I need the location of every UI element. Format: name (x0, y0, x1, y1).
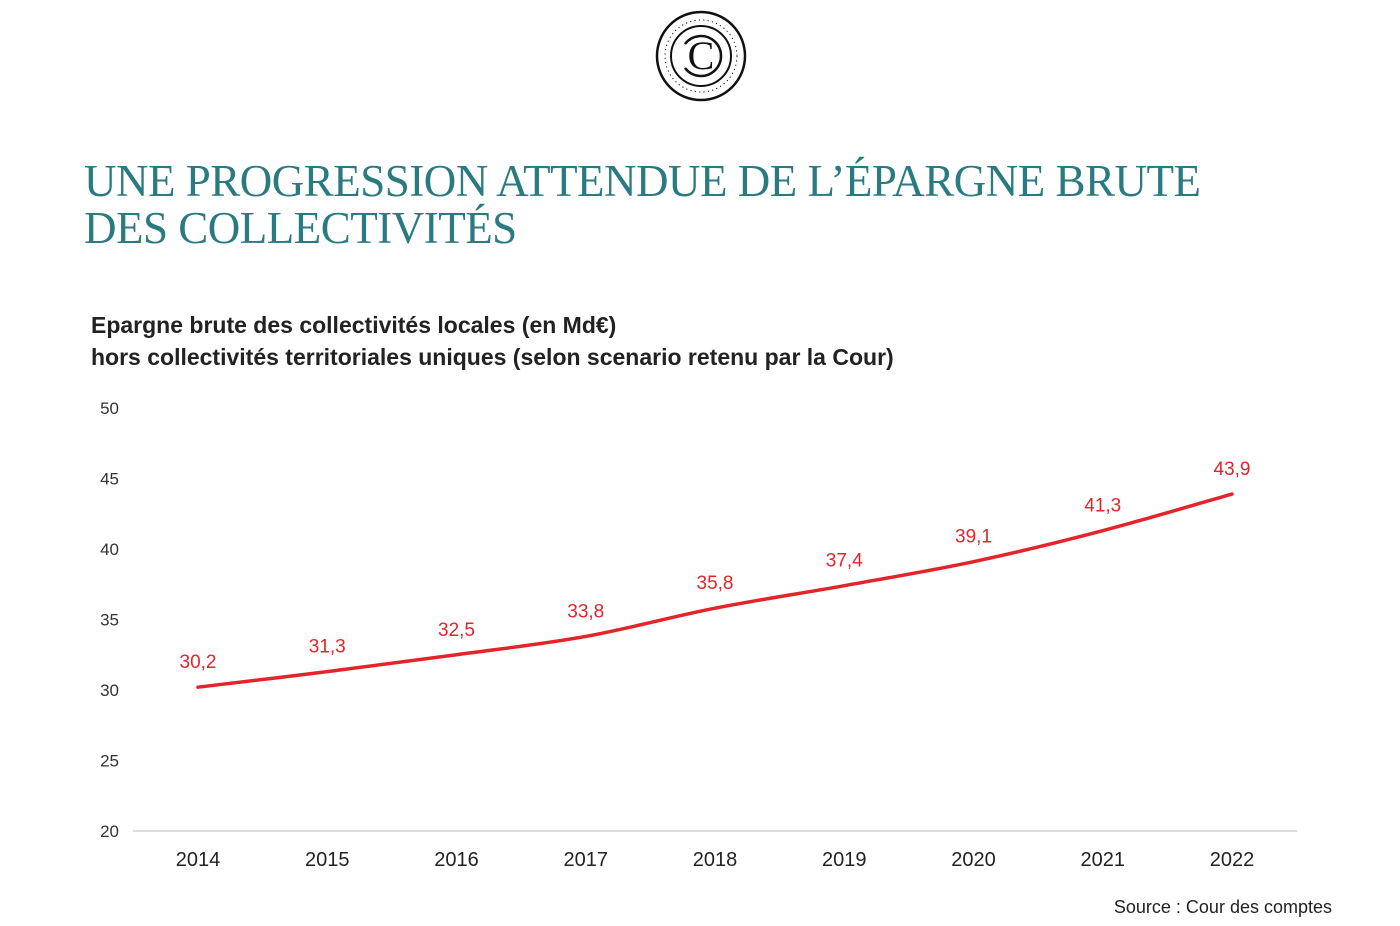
data-label: 32,5 (438, 620, 475, 641)
y-tick-label: 35 (100, 611, 119, 630)
x-tick-label: 2021 (1081, 849, 1126, 871)
data-label: 35,8 (697, 573, 734, 594)
data-point (455, 653, 458, 657)
x-tick-label: 2019 (822, 849, 867, 871)
y-tick-label: 25 (100, 752, 119, 771)
y-tick-label: 45 (100, 470, 119, 489)
y-tick-label: 20 (100, 822, 119, 841)
x-tick-label: 2017 (564, 849, 609, 871)
data-label: 30,2 (180, 652, 217, 673)
chart-title: Epargne brute des collectivités locales … (91, 309, 894, 373)
data-point (972, 560, 975, 564)
x-tick-label: 2022 (1210, 849, 1255, 871)
data-label: 41,3 (1084, 496, 1121, 517)
page-title-line-2: DES COLLECTIVITÉS (84, 203, 517, 253)
logo-letter: C (688, 33, 715, 78)
x-tick-label: 2015 (305, 849, 350, 871)
x-tick-label: 2018 (693, 849, 738, 871)
y-tick-label: 40 (100, 540, 119, 559)
chart-title-line-2: hors collectivités territoriales uniques… (91, 344, 894, 370)
data-label: 37,4 (826, 551, 863, 572)
data-point (584, 634, 588, 638)
data-label: 33,8 (567, 601, 604, 622)
data-label: 39,1 (955, 527, 992, 548)
page-title: UNE PROGRESSION ATTENDUE DE L’ÉPARGNE BR… (84, 158, 1201, 252)
page-title-line-1: UNE PROGRESSION ATTENDUE DE L’ÉPARGNE BR… (84, 156, 1201, 206)
data-label: 43,9 (1214, 459, 1251, 480)
data-point (1230, 492, 1234, 496)
data-point (325, 670, 329, 674)
data-label: 31,3 (309, 637, 346, 658)
data-point (196, 685, 200, 689)
data-point (1101, 529, 1105, 533)
source-note: Source : Cour des comptes (1113, 897, 1332, 917)
data-point (713, 606, 717, 610)
y-tick-label: 30 (100, 681, 119, 700)
chart-title-line-1: Epargne brute des collectivités locales … (91, 312, 617, 338)
x-tick-label: 2020 (951, 849, 996, 871)
cour-des-comptes-logo: C (655, 10, 747, 102)
data-point (842, 584, 846, 588)
y-tick-label: 50 (100, 399, 119, 418)
x-tick-label: 2016 (434, 849, 479, 871)
x-tick-label: 2014 (176, 849, 221, 871)
